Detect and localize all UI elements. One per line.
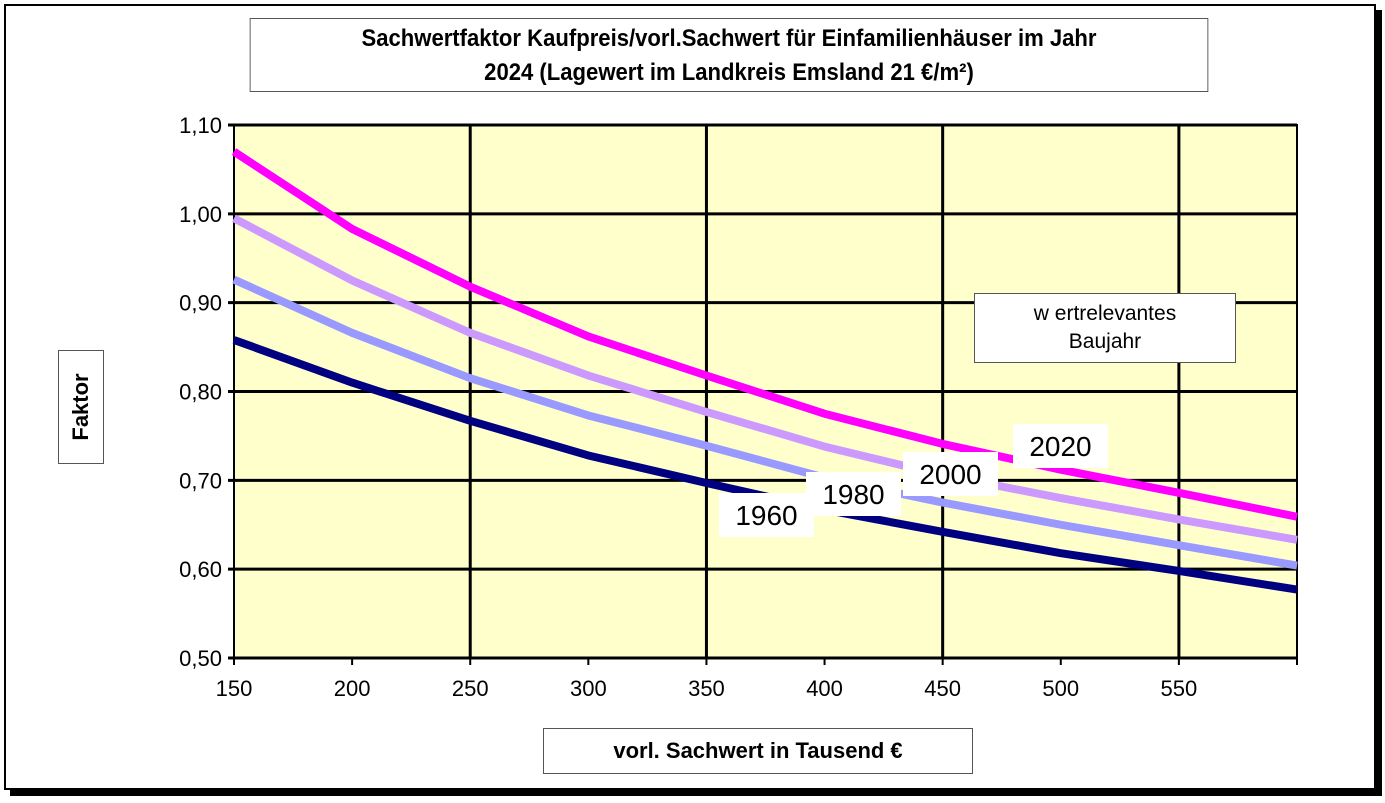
x-tick-label: 400 bbox=[806, 676, 843, 701]
series-label-1960: 1960 bbox=[719, 493, 814, 537]
series-line-1980 bbox=[232, 275, 1298, 570]
legend-box: w ertrelevantes Baujahr bbox=[974, 293, 1236, 363]
series-line-2020 bbox=[231, 148, 1298, 521]
y-tick-label: 0,60 bbox=[179, 557, 222, 582]
title-line-2: 2024 (Lagewert im Landkreis Emsland 21 €… bbox=[484, 59, 974, 86]
y-tick-label: 0,70 bbox=[179, 468, 222, 493]
x-tick-label: 200 bbox=[334, 676, 371, 701]
x-tick-label: 500 bbox=[1042, 676, 1079, 701]
y-tick-label: 0,90 bbox=[179, 291, 222, 316]
chart-title: Sachwertfaktor Kaufpreis/vorl.Sachwert f… bbox=[249, 18, 1209, 92]
x-tick-label: 300 bbox=[570, 676, 607, 701]
y-tick-label: 1,00 bbox=[179, 202, 222, 227]
x-tick-label: 150 bbox=[216, 676, 253, 701]
y-tick-label: 0,50 bbox=[179, 646, 222, 671]
series-line-2000 bbox=[232, 214, 1298, 544]
y-axis-label: Faktor bbox=[68, 373, 93, 441]
x-tick-label: 250 bbox=[452, 676, 489, 701]
y-tick-label: 1,10 bbox=[179, 113, 222, 138]
legend-line-2: Baujahr bbox=[1068, 330, 1142, 353]
x-axis-label: vorl. Sachwert in Tausend € bbox=[543, 728, 973, 774]
series-label-2020: 2020 bbox=[1013, 424, 1108, 468]
y-tick-label: 0,80 bbox=[179, 380, 222, 405]
title-line-1: Sachwertfaktor Kaufpreis/vorl.Sachwert f… bbox=[361, 25, 1097, 52]
series-label-2000: 2000 bbox=[903, 452, 998, 496]
x-tick-label: 450 bbox=[924, 676, 961, 701]
x-tick-label: 350 bbox=[688, 676, 725, 701]
y-axis-label-box: Faktor bbox=[58, 350, 104, 464]
x-tick-label: 550 bbox=[1161, 676, 1198, 701]
legend-line-1: w ertrelevantes bbox=[1033, 302, 1177, 325]
series-label-1980: 1980 bbox=[806, 472, 901, 516]
